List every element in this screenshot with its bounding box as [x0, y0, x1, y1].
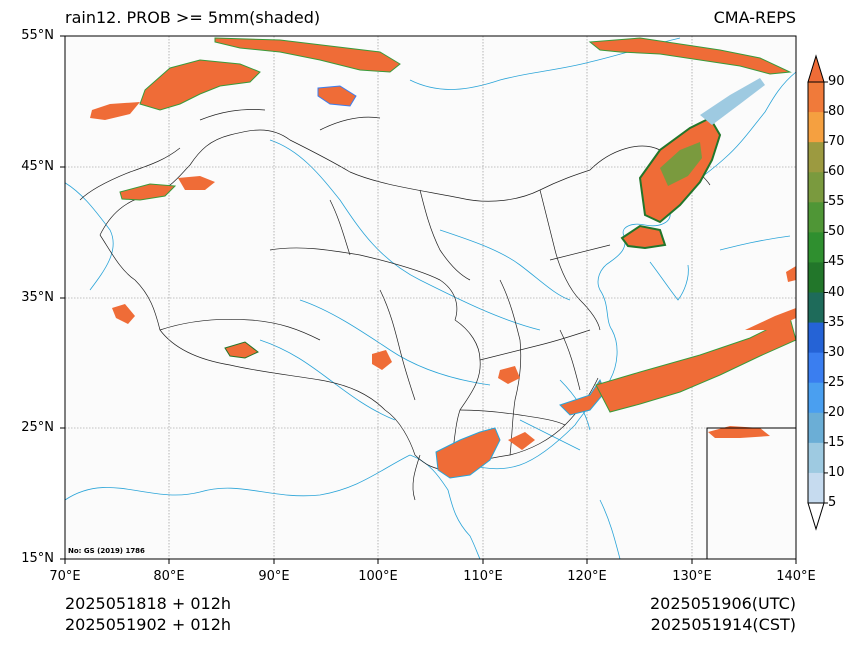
colorbar-label-40: 40: [828, 284, 845, 300]
colorbar-label-15: 15: [828, 434, 845, 450]
shade-ne-blue: [700, 78, 765, 125]
colorbar-segment: [808, 112, 824, 143]
lon-label-90: 90°E: [258, 569, 290, 584]
colorbar-under-arrow: [807, 502, 825, 531]
init-time-cst: 2025051902 + 012h: [65, 615, 232, 634]
model-name: CMA-REPS: [713, 8, 796, 27]
colorbar-label-45: 45: [828, 254, 845, 270]
colorbar-label-30: 30: [828, 344, 845, 360]
shade-tibet: [224, 341, 259, 359]
colorbar-label-70: 70: [828, 134, 845, 150]
map-content: [65, 36, 796, 559]
lat-label-35: 35°N: [21, 290, 54, 305]
shade-east-edge: [786, 266, 796, 282]
colorbar-label-35: 35: [828, 314, 845, 330]
colorbar-label-25: 25: [828, 374, 845, 390]
lon-label-80: 80°E: [153, 569, 185, 584]
shade-northeast-green: [660, 142, 702, 186]
lon-label-70: 70°E: [49, 569, 81, 584]
colorbar-segment: [808, 82, 824, 113]
colorbar-label-10: 10: [828, 464, 845, 480]
shade-kazakh: [119, 183, 177, 201]
lon-label-120: 120°E: [567, 569, 607, 584]
colorbar-label-5: 5: [828, 495, 837, 510]
colorbar-label-90: 90: [828, 74, 845, 89]
lon-label-110: 110°E: [463, 569, 503, 584]
shade-guangdong: [508, 432, 535, 450]
colorbar-segment: [808, 202, 824, 233]
shade-kazakh-2: [178, 176, 215, 190]
map-approval-note: No: GS (2019) 1786: [68, 547, 145, 555]
shade-tibet-west: [112, 304, 135, 324]
lat-label-15: 15°N: [21, 551, 54, 566]
shade-west-siberia: [90, 102, 140, 120]
lon-label-140: 140°E: [776, 569, 816, 584]
shade-central: [498, 366, 520, 384]
shade-mongolia-east: [317, 85, 357, 107]
map-background: [65, 36, 796, 559]
valid-time-cst: 2025051914(CST): [650, 615, 796, 634]
colorbar-label-80: 80: [828, 104, 845, 120]
shade-guangxi: [435, 427, 501, 479]
valid-time-utc: 2025051906(UTC): [650, 594, 796, 613]
probability-shading: [90, 37, 796, 479]
colorbar-label-50: 50: [828, 224, 845, 240]
gridlines: [65, 36, 796, 559]
colorbar-segment: [808, 412, 824, 444]
colorbar-segment: [808, 382, 824, 414]
lat-label-25: 25°N: [21, 420, 54, 435]
south-china-sea-inset: [706, 427, 796, 559]
lon-label-100: 100°E: [358, 569, 398, 584]
map-title: rain12. PROB >= 5mm(shaded): [65, 8, 321, 27]
colorbar-segment: [808, 442, 824, 474]
colorbar-segment: [808, 232, 824, 263]
lat-label-55: 55°N: [21, 28, 54, 43]
shade-east-china-sea: [595, 317, 796, 413]
lat-label-45: 45°N: [21, 159, 54, 174]
init-time-utc: 2025051818 + 012h: [65, 594, 232, 613]
colorbar-segment: [808, 142, 824, 173]
colorbar-segment: [808, 292, 824, 324]
colorbar-segment: [808, 172, 824, 203]
lon-label-130: 130°E: [672, 569, 712, 584]
shade-north-band: [214, 37, 401, 73]
colorbar-segment: [808, 322, 824, 354]
colorbar-label-20: 20: [828, 404, 845, 420]
shade-east-tail: [745, 308, 796, 330]
colorbar-label-60: 60: [828, 164, 845, 180]
shade-korea: [620, 224, 667, 250]
shade-siberia: [139, 59, 261, 111]
colorbar-segment: [808, 352, 824, 384]
tick-marks: [60, 35, 797, 564]
shade-sichuan: [372, 350, 392, 370]
shade-ne-top: [588, 37, 792, 75]
shade-inset: [708, 426, 770, 438]
colorbar-segment: [808, 262, 824, 293]
colorbar-label-55: 55: [828, 194, 845, 210]
colorbar: [807, 54, 828, 531]
colorbar-over-arrow: [807, 54, 825, 83]
colorbar-segment: [808, 472, 824, 504]
